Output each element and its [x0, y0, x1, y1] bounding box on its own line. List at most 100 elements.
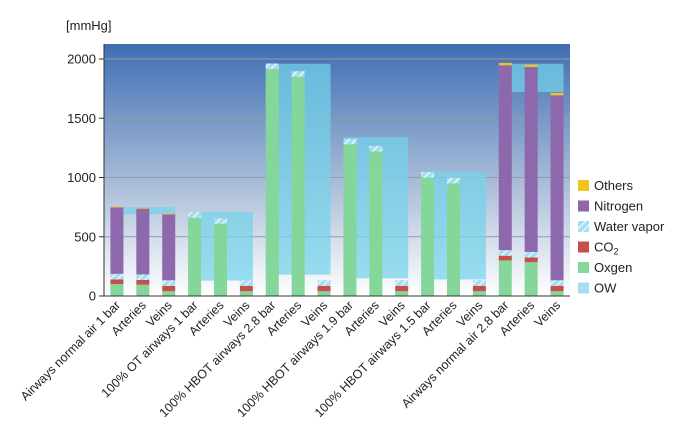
bar-4-watervapor [214, 218, 227, 224]
bar-1-oxgen [136, 284, 150, 296]
bar-16-nitrogen [524, 67, 538, 252]
bar-6-oxgen [265, 69, 279, 296]
bar-11-watervapor [395, 280, 409, 286]
bar-stack-15 [498, 62, 512, 296]
bar-stack-1 [136, 207, 150, 296]
legend-swatch-0 [578, 180, 589, 191]
bar-0-oxgen [110, 284, 124, 296]
bar-stack-11 [395, 280, 409, 296]
bar-17-co [550, 285, 564, 292]
x-tick-label-17: Veins [532, 298, 564, 330]
bar-1-others [136, 207, 150, 209]
bar-17-nitrogen [550, 95, 564, 281]
bar-14-oxgen [472, 291, 486, 296]
bar-12-oxgen [421, 177, 435, 296]
bar-stack-5 [239, 280, 253, 296]
bar-0-co [110, 279, 124, 285]
bar-0-others [110, 206, 124, 208]
bar-5-co [239, 285, 253, 292]
bar-stack-6 [265, 63, 279, 296]
bar-8-co [317, 285, 331, 292]
bar-6-watervapor [265, 63, 279, 70]
bar-stack-3 [188, 212, 202, 296]
bar-stack-12 [421, 171, 435, 296]
y-tick-label-1: 500 [74, 229, 96, 244]
legend-label-1: Nitrogen [594, 199, 643, 214]
bar-stack-14 [472, 280, 486, 296]
bar-stack-8 [317, 280, 331, 296]
bar-stack-0 [110, 206, 124, 296]
bar-0-nitrogen [110, 207, 124, 274]
bar-stack-2 [162, 213, 176, 296]
bar-16-oxgen [524, 262, 538, 296]
bar-stack-16 [524, 64, 538, 296]
bar-15-oxgen [498, 260, 512, 296]
bar-15-nitrogen [498, 65, 512, 251]
bar-15-co [498, 255, 512, 261]
bar-3-oxgen [188, 217, 202, 296]
plot-background [104, 44, 570, 296]
bar-17-others [550, 93, 564, 96]
legend-label-2: Water vapor [594, 219, 665, 234]
bar-stack-13 [447, 177, 460, 296]
bar-2-watervapor [162, 280, 176, 286]
legend-label-4: Oxgen [594, 260, 632, 275]
bar-17-oxgen [550, 291, 564, 296]
bar-5-watervapor [239, 280, 253, 286]
bar-1-nitrogen [136, 208, 150, 275]
legend-swatch-3 [578, 241, 589, 253]
y-unit-label: [mmHg] [66, 18, 112, 33]
bar-5-oxgen [239, 291, 253, 296]
bar-8-watervapor [317, 280, 331, 286]
bar-stack-10 [369, 145, 383, 296]
y-tick-label-0: 0 [89, 289, 96, 304]
grid-lines [99, 58, 570, 297]
legend-label-5: OW [594, 281, 617, 296]
y-tick-label-3: 1500 [67, 111, 96, 126]
bar-1-watervapor [136, 274, 150, 281]
bar-stack-4 [214, 218, 227, 296]
bar-stack-9 [343, 138, 357, 296]
legend-label-3: CO2 [594, 240, 619, 257]
bar-14-co [472, 285, 486, 292]
bar-15-others [498, 62, 512, 66]
bar-14-watervapor [472, 280, 486, 286]
bar-7-watervapor [291, 71, 305, 77]
bar-8-oxgen [317, 291, 331, 296]
bar-2-nitrogen [162, 214, 176, 281]
bar-13-oxgen [447, 183, 460, 296]
axes [103, 44, 570, 297]
legend-swatch-2 [578, 221, 589, 232]
legend-swatch-4 [578, 262, 589, 273]
bars [110, 62, 564, 297]
bar-11-co [395, 285, 409, 292]
bar-1-co [136, 280, 150, 285]
bar-3-watervapor [188, 212, 202, 218]
bar-stack-7 [291, 71, 305, 297]
bar-9-oxgen [343, 144, 357, 296]
bar-16-co [524, 257, 538, 263]
legend-label-subscript: 2 [614, 247, 619, 257]
legend: Others Nitrogen Water vapor CO2 Oxgen OW [578, 178, 665, 296]
x-tick-labels: Airways normal air 1 barArteriesVeins100… [18, 298, 563, 420]
legend-swatch-1 [578, 200, 589, 212]
bar-2-others [162, 213, 176, 215]
bar-13-watervapor [447, 177, 460, 184]
bar-17-watervapor [550, 280, 564, 286]
bar-16-watervapor [524, 251, 538, 258]
legend-swatch-5 [578, 282, 589, 294]
bar-16-others [524, 64, 538, 68]
bar-15-watervapor [498, 250, 512, 256]
bar-stack-17 [550, 93, 564, 296]
bar-12-watervapor [421, 171, 435, 178]
bar-9-watervapor [343, 138, 357, 145]
bar-2-oxgen [162, 291, 176, 296]
bar-10-oxgen [369, 151, 383, 296]
y-tick-label-2: 1000 [67, 170, 96, 185]
bar-11-oxgen [395, 291, 409, 296]
y-tick-label-4: 2000 [67, 52, 96, 67]
bar-4-oxgen [214, 223, 227, 296]
legend-label-0: Others [594, 178, 634, 193]
bar-10-watervapor [369, 145, 383, 152]
